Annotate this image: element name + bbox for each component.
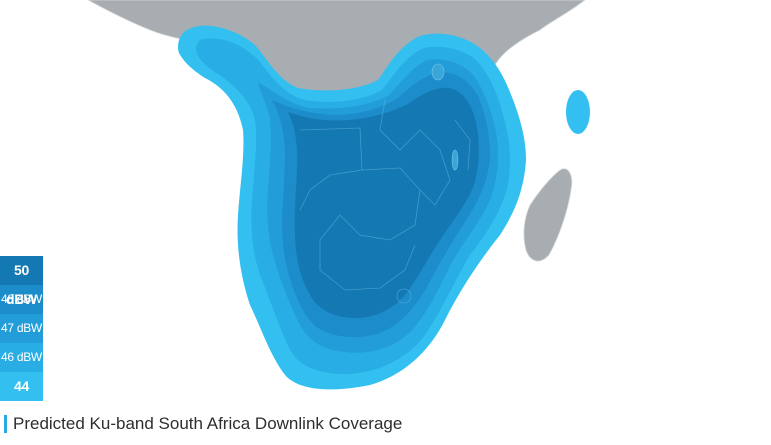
legend-item-47dbw: 47 dBW — [0, 314, 43, 343]
legend-item-50dbw: 50 dBW — [0, 256, 43, 307]
contour-50dbw — [288, 87, 479, 319]
legend: 50 dBW 48 dBW 47 dBW 46 dBW 44 dBW — [0, 256, 43, 423]
lakes — [431, 63, 459, 171]
coverage-map — [87, 0, 590, 390]
coverage-contours — [178, 25, 526, 390]
caption-text: Predicted Ku-band South Africa Downlink … — [13, 414, 403, 433]
africa-north-land — [87, 0, 586, 99]
caption-accent-bar — [4, 415, 7, 433]
country-borders — [299, 99, 471, 304]
legend-item-44dbw: 44 dBW — [0, 372, 43, 423]
madagascar-land — [523, 168, 573, 262]
legend-item-48dbw: 48 dBW — [0, 285, 43, 314]
legend-item-46dbw: 46 dBW — [0, 343, 43, 372]
caption: Predicted Ku-band South Africa Downlink … — [4, 414, 402, 434]
coverage-island-spot — [566, 90, 590, 134]
